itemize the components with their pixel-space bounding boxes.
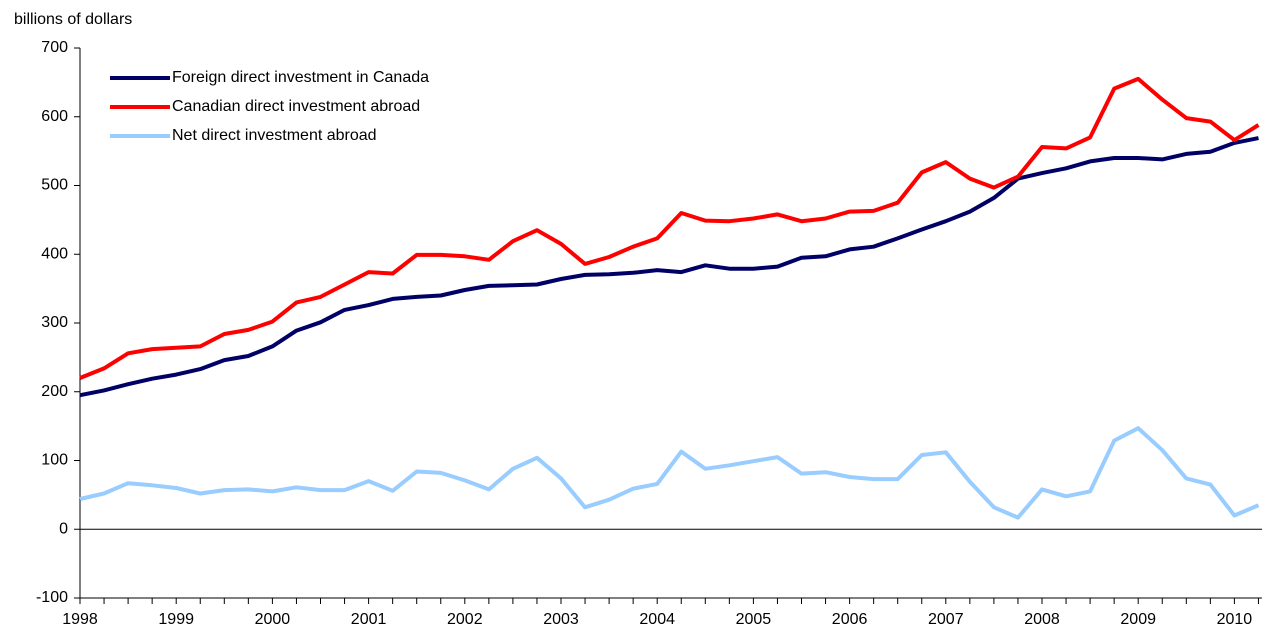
- x-tick-label: 2010: [1217, 611, 1253, 628]
- x-tick-label: 2007: [928, 611, 964, 628]
- legend-label: Canadian direct investment abroad: [172, 98, 420, 115]
- y-tick-label: 600: [41, 108, 68, 125]
- legend-label: Net direct investment abroad: [172, 127, 377, 144]
- x-tick-label: 2009: [1120, 611, 1156, 628]
- x-tick-label: 2008: [1024, 611, 1060, 628]
- y-tick-label: 200: [41, 383, 68, 400]
- x-tick-label: 2004: [639, 611, 675, 628]
- x-tick-label: 2005: [736, 611, 772, 628]
- series-line: [79, 76, 1260, 380]
- x-tick-label: 2000: [255, 611, 291, 628]
- y-tick-label: 700: [41, 39, 68, 56]
- y-tick-label: 0: [59, 520, 68, 537]
- y-tick-label: 300: [41, 314, 68, 331]
- y-axis-label: billions of dollars: [14, 11, 132, 28]
- x-tick-label: 2002: [447, 611, 483, 628]
- y-tick-label: 400: [41, 245, 68, 262]
- x-tick-label: 2006: [832, 611, 868, 628]
- x-tick-label: 1998: [62, 611, 98, 628]
- y-tick-label: 100: [41, 452, 68, 469]
- x-tick-label: 2003: [543, 611, 579, 628]
- legend-label: Foreign direct investment in Canada: [172, 69, 429, 86]
- series-line: [79, 426, 1260, 520]
- y-tick-label: -100: [36, 589, 68, 606]
- x-tick-label: 1999: [158, 611, 194, 628]
- y-tick-label: 500: [41, 177, 68, 194]
- series-line: [79, 136, 1259, 398]
- x-tick-label: 2001: [351, 611, 387, 628]
